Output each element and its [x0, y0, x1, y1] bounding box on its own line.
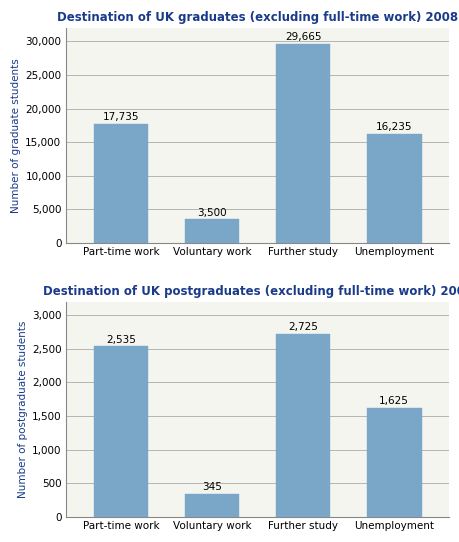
Y-axis label: Number of postgraduate students: Number of postgraduate students — [17, 320, 28, 498]
Bar — [275, 44, 330, 243]
Bar — [93, 124, 148, 243]
Text: 1,625: 1,625 — [379, 396, 408, 406]
Bar — [275, 334, 330, 517]
Text: 16,235: 16,235 — [375, 122, 412, 132]
Bar — [185, 494, 239, 517]
Text: 345: 345 — [202, 482, 222, 492]
Bar — [185, 220, 239, 243]
Title: Destination of UK graduates (excluding full-time work) 2008: Destination of UK graduates (excluding f… — [57, 11, 457, 24]
Text: 17,735: 17,735 — [102, 112, 139, 122]
Bar — [366, 134, 420, 243]
Text: 2,535: 2,535 — [106, 335, 135, 345]
Text: 29,665: 29,665 — [284, 32, 321, 42]
Text: 3,500: 3,500 — [197, 208, 226, 218]
Bar — [366, 408, 420, 517]
Y-axis label: Number of graduate students: Number of graduate students — [11, 58, 21, 213]
Text: 2,725: 2,725 — [287, 322, 317, 332]
Bar — [93, 346, 148, 517]
Title: Destination of UK postgraduates (excluding full-time work) 2008: Destination of UK postgraduates (excludi… — [42, 285, 459, 298]
